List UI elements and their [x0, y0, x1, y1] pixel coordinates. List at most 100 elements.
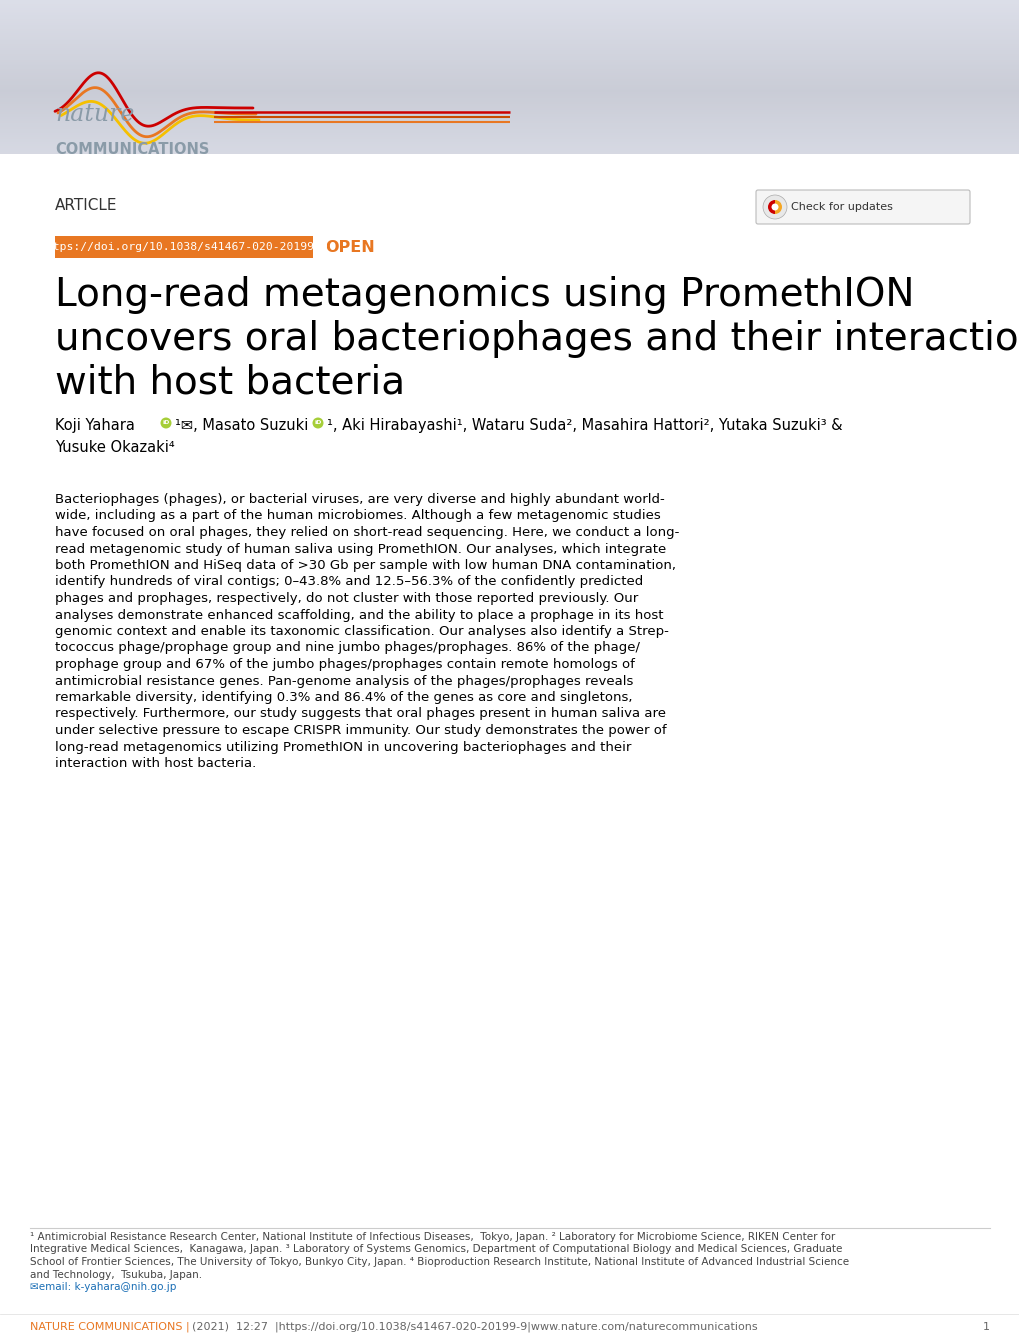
Text: Check for updates: Check for updates	[790, 202, 892, 212]
Bar	[0, 80, 1019, 83]
Bar	[0, 76, 1019, 79]
Bar	[0, 135, 1019, 138]
Bar	[0, 99, 1019, 102]
Text: long-read metagenomics utilizing PromethION in uncovering bacteriophages and the: long-read metagenomics utilizing Prometh…	[55, 741, 631, 753]
Text: (2021)  12:27  |https://doi.org/10.1038/s41467-020-20199-9|www.nature.com/nature: (2021) 12:27 |https://doi.org/10.1038/s4…	[192, 1321, 757, 1332]
Bar	[0, 50, 1019, 52]
Bar	[0, 82, 1019, 84]
Text: ¹✉, Masato Suzuki: ¹✉, Masato Suzuki	[175, 418, 308, 433]
Text: identify hundreds of viral contigs; 0–43.8% and 12.5–56.3% of the confidently pr: identify hundreds of viral contigs; 0–43…	[55, 575, 643, 588]
Text: uncovers oral bacteriophages and their interaction: uncovers oral bacteriophages and their i…	[55, 320, 1019, 358]
Bar	[0, 20, 1019, 23]
Bar	[0, 90, 1019, 92]
Bar	[0, 43, 1019, 46]
Bar	[0, 68, 1019, 71]
Text: tococcus phage/prophage group and nine jumbo phages/prophages. 86% of the phage/: tococcus phage/prophage group and nine j…	[55, 642, 639, 654]
Bar	[0, 129, 1019, 131]
Bar	[0, 87, 1019, 91]
Bar	[0, 51, 1019, 54]
Bar	[0, 34, 1019, 36]
Bar	[0, 21, 1019, 25]
Text: prophage group and 67% of the jumbo phages/prophages contain remote homologs of: prophage group and 67% of the jumbo phag…	[55, 658, 634, 671]
Text: respectively. Furthermore, our study suggests that oral phages present in human : respectively. Furthermore, our study sug…	[55, 708, 665, 721]
Text: ¹ Antimicrobial Resistance Research Center, National Institute of Infectious Dis: ¹ Antimicrobial Resistance Research Cent…	[30, 1231, 835, 1242]
Wedge shape	[767, 200, 774, 214]
Bar	[0, 130, 1019, 133]
Bar	[0, 47, 1019, 50]
Circle shape	[312, 418, 323, 429]
Text: remarkable diversity, identifying 0.3% and 86.4% of the genes as core and single: remarkable diversity, identifying 0.3% a…	[55, 691, 632, 704]
Bar	[0, 29, 1019, 32]
Bar	[0, 8, 1019, 12]
Text: genomic context and enable its taxonomic classification. Our analyses also ident: genomic context and enable its taxonomic…	[55, 624, 668, 638]
Bar	[0, 139, 1019, 142]
Text: nature: nature	[55, 103, 135, 126]
Bar	[0, 142, 1019, 145]
Bar	[0, 36, 1019, 39]
Bar	[0, 52, 1019, 56]
Bar	[0, 55, 1019, 58]
Bar	[0, 138, 1019, 141]
Text: have focused on oral phages, they relied on short-read sequencing. Here, we cond: have focused on oral phages, they relied…	[55, 527, 679, 539]
Bar	[0, 95, 1019, 98]
Bar	[0, 131, 1019, 135]
Text: https://doi.org/10.1038/s41467-020-20199-9: https://doi.org/10.1038/s41467-020-20199…	[40, 243, 328, 252]
Bar	[0, 25, 1019, 29]
Circle shape	[762, 196, 787, 218]
Bar	[0, 105, 1019, 107]
Bar	[0, 56, 1019, 60]
Bar	[0, 16, 1019, 19]
Bar	[0, 118, 1019, 122]
Bar	[0, 91, 1019, 94]
Text: both PromethION and HiSeq data of >30 Gb per sample with low human DNA contamina: both PromethION and HiSeq data of >30 Gb…	[55, 559, 676, 572]
Bar	[0, 15, 1019, 17]
Bar	[0, 117, 1019, 119]
Bar	[0, 100, 1019, 105]
Bar	[0, 19, 1019, 21]
Text: Bacteriophages (phages), or bacterial viruses, are very diverse and highly abund: Bacteriophages (phages), or bacterial vi…	[55, 493, 664, 507]
Text: Koji Yahara: Koji Yahara	[55, 418, 135, 433]
Bar	[0, 70, 1019, 74]
Bar	[0, 1, 1019, 4]
Bar	[0, 64, 1019, 67]
Bar	[0, 67, 1019, 70]
Wedge shape	[774, 200, 782, 214]
Text: COMMUNICATIONS: COMMUNICATIONS	[55, 142, 209, 157]
FancyBboxPatch shape	[755, 190, 969, 224]
Bar	[0, 134, 1019, 137]
Text: wide, including as a part of the human microbiomes. Although a few metagenomic s: wide, including as a part of the human m…	[55, 509, 660, 523]
Bar	[0, 86, 1019, 88]
Text: read metagenomic study of human saliva using PromethION. Our analyses, which int: read metagenomic study of human saliva u…	[55, 543, 665, 556]
Text: under selective pressure to escape CRISPR immunity. Our study demonstrates the p: under selective pressure to escape CRISP…	[55, 724, 666, 737]
Text: iD: iD	[314, 421, 321, 426]
Bar	[0, 3, 1019, 5]
Bar	[0, 147, 1019, 150]
Bar	[0, 0, 1019, 1]
Bar	[0, 5, 1019, 8]
Bar	[0, 60, 1019, 63]
Bar	[0, 149, 1019, 151]
Bar	[0, 126, 1019, 129]
Text: iD: iD	[162, 421, 169, 426]
Bar	[0, 46, 1019, 48]
Bar	[0, 154, 1019, 1340]
Bar	[0, 143, 1019, 146]
Bar	[0, 11, 1019, 13]
Bar	[0, 1315, 1019, 1340]
Bar	[0, 151, 1019, 154]
Bar	[0, 98, 1019, 100]
Text: School of Frontier Sciences, The University of Tokyo, Bunkyo City, Japan. ⁴ Biop: School of Frontier Sciences, The Univers…	[30, 1257, 848, 1268]
Bar	[0, 125, 1019, 127]
Text: Yusuke Okazaki⁴: Yusuke Okazaki⁴	[55, 440, 174, 456]
Bar	[0, 42, 1019, 44]
Text: ✉email: k-yahara@nih.go.jp: ✉email: k-yahara@nih.go.jp	[30, 1282, 176, 1292]
Text: ARTICLE: ARTICLE	[55, 198, 117, 213]
Text: NATURE COMMUNICATIONS |: NATURE COMMUNICATIONS |	[30, 1321, 190, 1332]
Bar	[0, 109, 1019, 111]
Bar	[0, 72, 1019, 75]
Bar	[0, 114, 1019, 118]
Bar	[0, 111, 1019, 114]
Bar	[0, 94, 1019, 96]
Bar	[0, 28, 1019, 31]
Bar	[0, 103, 1019, 106]
